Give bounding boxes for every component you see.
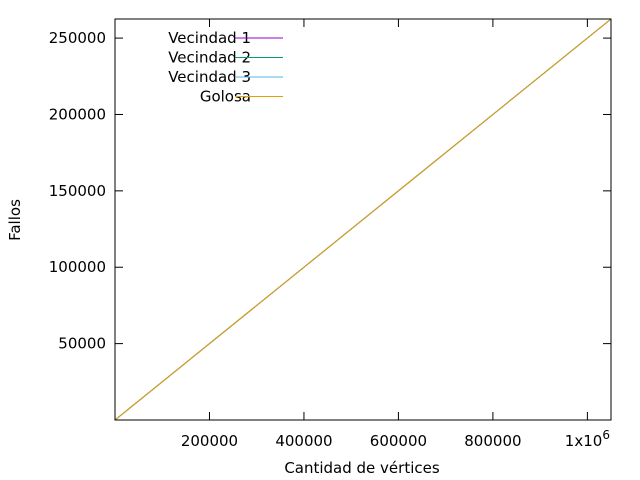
x-tick-label: 200000 [181, 432, 238, 450]
legend-label: Vecindad 2 [168, 49, 251, 67]
legend-label: Vecindad 3 [168, 68, 251, 86]
series-lines [114, 18, 612, 421]
legend-item: Vecindad 2 [168, 49, 283, 67]
y-tick-label: 250000 [49, 29, 106, 47]
legend-item: Golosa [200, 88, 283, 106]
x-tick-label: 800000 [464, 432, 521, 450]
axis-ticks [115, 19, 611, 420]
y-tick-label: 100000 [49, 258, 106, 276]
series-line-4 [114, 18, 612, 421]
x-axis-label: Cantidad de vértices [284, 459, 440, 477]
legend-item: Vecindad 3 [168, 68, 283, 86]
plot-border [114, 18, 612, 421]
legend-label: Vecindad 1 [168, 29, 251, 47]
legend-item: Vecindad 1 [168, 29, 283, 47]
x-tick-label: 600000 [370, 432, 427, 450]
legend-label: Golosa [200, 88, 251, 106]
x-tick-label: 1x106 [565, 428, 610, 450]
y-tick-label: 200000 [49, 105, 106, 123]
y-axis-label: Fallos [6, 199, 24, 241]
axis-tick-labels: 200000 400000 600000 800000 1x106 50000 100000… [49, 29, 610, 450]
y-tick-label: 50000 [58, 335, 106, 353]
x-tick-label: 400000 [275, 432, 332, 450]
y-tick-label: 150000 [49, 182, 106, 200]
